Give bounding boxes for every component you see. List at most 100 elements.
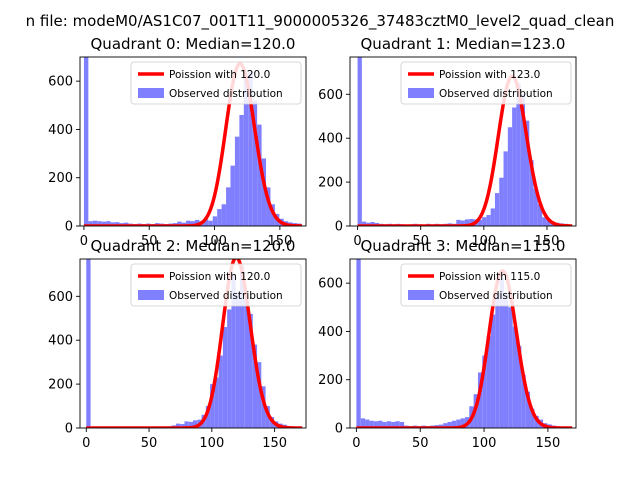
histogram-bar (190, 221, 195, 226)
histogram-bar (217, 209, 222, 226)
legend-hist-swatch (138, 290, 164, 300)
y-tick-label: 400 (318, 325, 343, 340)
x-tick-label: 150 (267, 234, 292, 249)
y-tick-label: 0 (335, 422, 343, 437)
histogram-bar (499, 177, 504, 226)
histogram-bar (208, 220, 213, 226)
histogram-bar (494, 193, 500, 226)
poisson-fit-line (355, 269, 573, 428)
y-tick-label: 400 (48, 334, 73, 349)
subplot-2: 0 50 100 150 0 200 400 600 Quadrant 2: Median=12… (48, 237, 307, 451)
histogram-bar (188, 421, 193, 428)
histogram-bar (261, 158, 267, 226)
histogram-bar (186, 220, 191, 226)
x-tick-label: 150 (535, 436, 560, 451)
legend-hist-swatch (408, 290, 434, 300)
legend-hist-swatch (138, 88, 164, 98)
legend-box (130, 263, 302, 307)
histogram-bar (248, 313, 253, 428)
y-tick-label: 200 (48, 378, 73, 393)
histogram-bar (110, 222, 116, 226)
legend-hist-label: Observed distribution (169, 290, 283, 302)
histogram-bar (235, 291, 240, 428)
histogram-bar (530, 408, 535, 428)
histogram-bar (525, 391, 531, 428)
histogram-bar (97, 221, 102, 226)
histogram-bar (227, 309, 232, 428)
histogram-bar (360, 418, 366, 428)
histogram-bar (243, 76, 249, 226)
subplot-1: 0 50 100 150 0 200 400 600 Quadrant 1: Median=12… (318, 35, 577, 249)
y-tick-label: 400 (318, 132, 343, 147)
histogram-bar (456, 419, 461, 428)
histogram-bar (257, 362, 262, 428)
legend-box (400, 61, 572, 105)
y-tick-label: 600 (318, 88, 343, 103)
histogram-bar (391, 421, 396, 428)
x-tick-label: 0 (353, 234, 361, 249)
histogram-bar (106, 221, 111, 226)
legend-hist-swatch (408, 88, 434, 98)
histogram-bar (101, 221, 107, 226)
x-tick-label: 150 (535, 234, 560, 249)
legend-hist-label: Observed distribution (439, 88, 553, 100)
y-tick-label: 600 (318, 277, 343, 292)
legend-box (130, 61, 302, 105)
histogram-bar (194, 219, 200, 226)
histogram-bar (261, 386, 266, 428)
histogram-bar (210, 384, 215, 428)
histogram-bar (222, 327, 228, 428)
histogram-bar (373, 421, 379, 428)
histogram-bar (231, 274, 236, 428)
legend-fit-label: Poission with 120.0 (169, 69, 270, 81)
histogram-bar (521, 374, 526, 428)
histogram-bar (490, 314, 496, 428)
histogram-bar (88, 221, 93, 226)
histogram-bar (395, 421, 400, 428)
histogram-bar (369, 420, 374, 428)
x-tick-label: 0 (82, 436, 90, 451)
y-tick-label: 400 (48, 123, 73, 138)
histogram-bar (266, 187, 271, 226)
figure-suptitle: n file: modeM0/AS1C07_001T11_9000005326_… (26, 12, 615, 31)
histogram-bar (464, 219, 470, 226)
histogram-bar (495, 292, 500, 428)
histogram-bar (443, 423, 448, 428)
x-tick-label: 0 (352, 436, 360, 451)
histogram-bar (244, 296, 249, 428)
x-tick-label: 50 (412, 234, 429, 249)
histogram-bar (214, 377, 219, 428)
histogram-bars (83, 57, 302, 226)
axes-frame (349, 56, 577, 227)
poisson-fit-line (85, 259, 303, 428)
y-tick-label: 600 (48, 290, 73, 305)
x-tick-label: 100 (199, 436, 224, 451)
histogram-bar (356, 259, 361, 428)
x-tick-label: 150 (262, 436, 287, 451)
legend-hist-label: Observed distribution (169, 88, 283, 100)
histogram-bar (239, 114, 244, 226)
histogram-bar (529, 160, 534, 226)
histogram-bar (252, 344, 258, 428)
histogram-bar (86, 259, 91, 428)
legend-fit-label: Poission with 123.0 (439, 69, 540, 81)
histogram-bar (482, 355, 487, 428)
histogram-bar (221, 204, 227, 226)
subplot-grid: 0 50 100 150 0 200 400 600 Quadrant 0: Median=12… (48, 35, 577, 451)
histogram-bar (193, 420, 198, 428)
histogram-bar (218, 355, 223, 428)
x-tick-label: 0 (80, 234, 88, 249)
histogram-bar (115, 222, 120, 226)
histogram-bar (460, 220, 465, 226)
histogram-bar (460, 418, 465, 428)
histogram-bar (512, 107, 517, 226)
axes-frame (79, 56, 307, 227)
x-tick-label: 100 (471, 234, 496, 249)
histogram-bar (175, 423, 181, 428)
histogram-bar (534, 415, 539, 428)
legend-hist-label: Observed distribution (439, 290, 553, 302)
histogram-bar (205, 406, 211, 428)
y-tick-label: 600 (48, 75, 73, 90)
y-tick-label: 200 (318, 373, 343, 388)
histogram-bar (230, 165, 235, 226)
